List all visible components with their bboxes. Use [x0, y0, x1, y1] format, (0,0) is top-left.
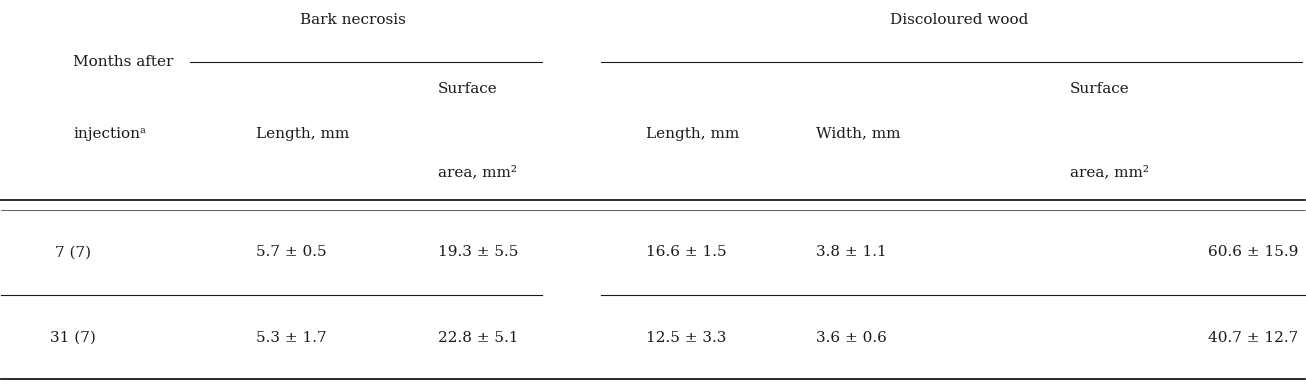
Text: Width, mm: Width, mm [816, 127, 900, 141]
Text: 5.3 ± 1.7: 5.3 ± 1.7 [256, 331, 326, 345]
Text: Bark necrosis: Bark necrosis [300, 13, 406, 27]
Text: area, mm²: area, mm² [1070, 166, 1149, 180]
Text: injectionᵃ: injectionᵃ [73, 127, 146, 141]
Text: 40.7 ± 12.7: 40.7 ± 12.7 [1208, 331, 1298, 345]
Text: Surface: Surface [438, 82, 498, 96]
Text: 12.5 ± 3.3: 12.5 ± 3.3 [646, 331, 727, 345]
Text: Length, mm: Length, mm [646, 127, 739, 141]
Text: 31 (7): 31 (7) [50, 331, 97, 345]
Text: 22.8 ± 5.1: 22.8 ± 5.1 [438, 331, 518, 345]
Text: Surface: Surface [1070, 82, 1130, 96]
Text: Months after: Months after [73, 55, 174, 69]
Text: 3.6 ± 0.6: 3.6 ± 0.6 [816, 331, 887, 345]
Text: 3.8 ± 1.1: 3.8 ± 1.1 [816, 245, 887, 260]
Text: 19.3 ± 5.5: 19.3 ± 5.5 [438, 245, 518, 260]
Text: 5.7 ± 0.5: 5.7 ± 0.5 [256, 245, 326, 260]
Text: 16.6 ± 1.5: 16.6 ± 1.5 [646, 245, 727, 260]
Text: 7 (7): 7 (7) [55, 245, 91, 260]
Text: Length, mm: Length, mm [256, 127, 349, 141]
Text: Discoloured wood: Discoloured wood [891, 13, 1028, 27]
Text: area, mm²: area, mm² [438, 166, 517, 180]
Text: 60.6 ± 15.9: 60.6 ± 15.9 [1208, 245, 1298, 260]
